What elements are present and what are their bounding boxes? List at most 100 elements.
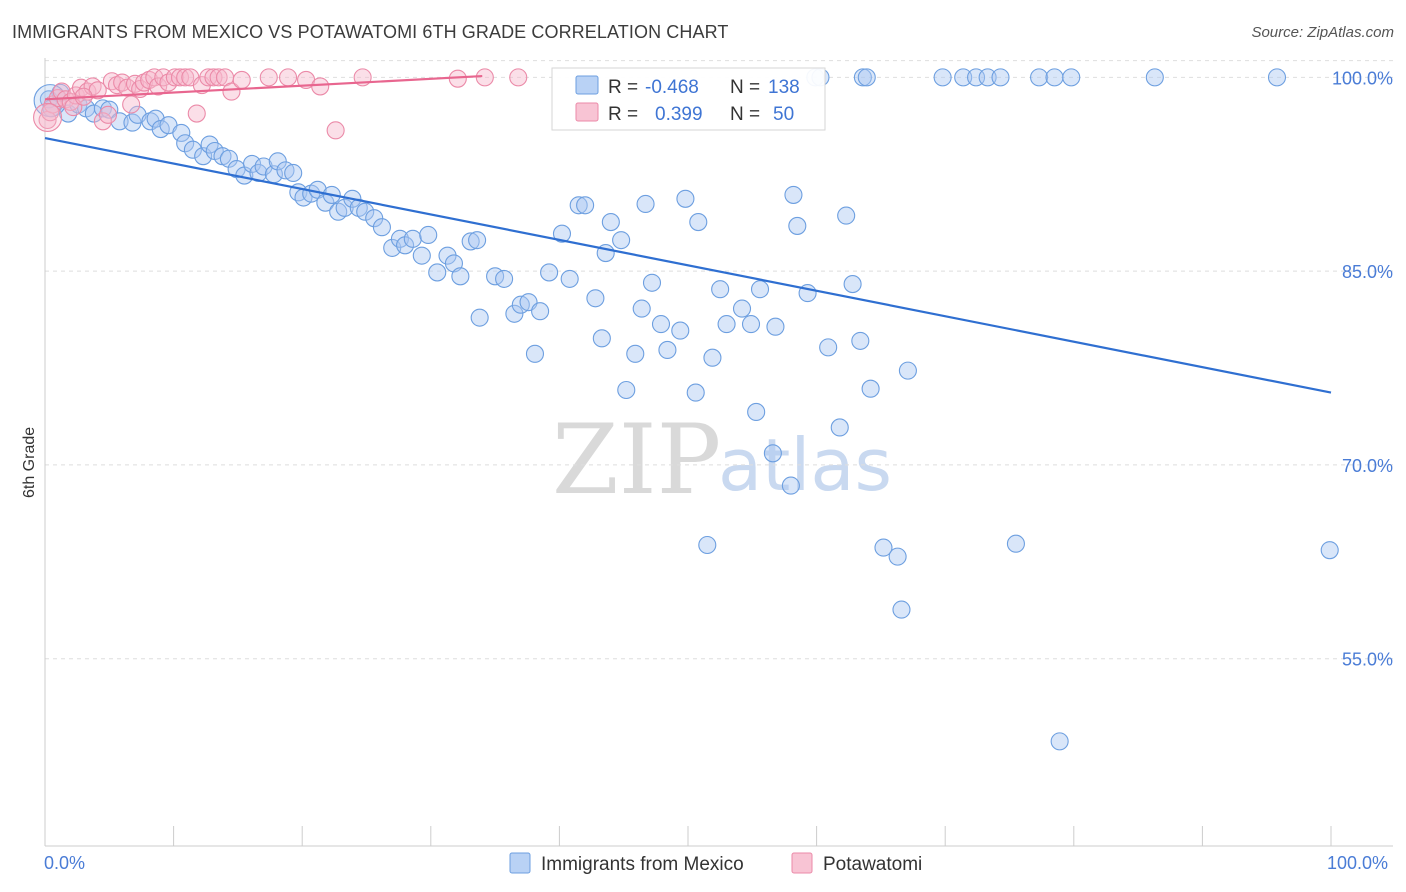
- legend-swatch-mexico: [509, 852, 531, 874]
- stats-r-label-mexico: R =: [608, 77, 638, 98]
- mexico-point-30: [268, 152, 287, 171]
- stats-n-label-mexico: N =: [730, 77, 760, 98]
- mexico-point-98: [784, 185, 803, 204]
- mexico-point-76: [617, 380, 636, 400]
- mexico-point-74: [601, 213, 620, 232]
- mexico-point-50: [412, 246, 431, 265]
- potawatomi-point-20: [134, 73, 154, 92]
- mexico-point-69: [569, 196, 588, 215]
- mexico-point-119: [991, 68, 1010, 87]
- mexico-point-12: [141, 112, 160, 131]
- mexico-point-113: [892, 600, 911, 619]
- mexico-point-84: [676, 189, 695, 208]
- mexico-point-110: [861, 379, 880, 398]
- mexico-point-58: [470, 308, 489, 327]
- mexico-point-112: [888, 547, 907, 566]
- mexico-point-87: [698, 535, 717, 555]
- mexico-point-85: [686, 383, 705, 402]
- mexico-point-83: [671, 321, 690, 340]
- mexico-point-103: [819, 338, 838, 357]
- y-axis-tick-labels: 55.0% 70.0% 85.0% 100.0%: [1332, 68, 1393, 669]
- mexico-point-88: [703, 348, 722, 367]
- potawatomi-point-17: [122, 95, 141, 114]
- mexico-point-79: [636, 194, 655, 214]
- stats-r-value-potawatomi: 0.399: [655, 104, 703, 125]
- potawatomi-point-46: [509, 68, 528, 87]
- potawatomi-point-18: [125, 74, 145, 93]
- series-potawatomi-points: [33, 68, 528, 140]
- potawatomi-point-23: [149, 77, 168, 96]
- potawatomi-point-21: [140, 70, 159, 90]
- potawatomi-point-28: [176, 68, 195, 87]
- mexico-point-89: [711, 280, 730, 299]
- mexico-point-23: [219, 149, 238, 168]
- legend-swatch-potawatomi: [791, 852, 813, 874]
- mexico-point-19: [194, 147, 213, 166]
- mexico-point-118: [978, 68, 997, 87]
- mexico-point-92: [741, 315, 761, 334]
- mexico-point-126: [1267, 68, 1287, 87]
- mexico-point-66: [540, 263, 559, 282]
- mexico-point-71: [586, 289, 605, 308]
- mexico-point-127: [1320, 541, 1339, 560]
- mexico-point-68: [560, 269, 579, 288]
- mexico-point-120: [1006, 534, 1025, 553]
- mexico-point-18: [183, 140, 202, 159]
- mexico-point-106: [843, 275, 862, 294]
- mexico-point-121: [1030, 68, 1049, 87]
- mexico-point-111: [874, 538, 893, 557]
- mexico-point-67: [552, 224, 572, 243]
- mexico-point-93: [747, 402, 766, 422]
- potawatomi-point-42: [326, 121, 345, 140]
- mexico-point-81: [651, 315, 671, 334]
- potawatomi-point-39: [279, 68, 298, 87]
- mexico-point-125: [1145, 68, 1164, 87]
- mexico-point-124: [1062, 68, 1081, 87]
- source-credit: Source: ZipAtlas.com: [1251, 24, 1394, 41]
- mexico-point-28: [254, 157, 273, 176]
- mexico-point-70: [576, 196, 595, 215]
- potawatomi-point-27: [170, 68, 190, 87]
- mexico-point-91: [732, 299, 752, 318]
- mexico-point-97: [781, 476, 800, 495]
- mexico-point-90: [717, 315, 736, 334]
- chart-title: IMMIGRANTS FROM MEXICO VS POTAWATOMI 6TH…: [12, 22, 729, 42]
- potawatomi-point-38: [259, 68, 278, 87]
- mexico-point-105: [837, 206, 856, 225]
- mexico-point-52: [428, 263, 447, 282]
- mexico-point-95: [763, 444, 782, 463]
- stats-r-value-mexico: -0.468: [645, 77, 699, 98]
- potawatomi-point-14: [107, 76, 127, 95]
- potawatomi-point-45: [475, 68, 494, 87]
- mexico-point-123: [1050, 732, 1069, 751]
- potawatomi-point-36: [222, 82, 241, 101]
- mexico-point-96: [766, 317, 785, 336]
- mexico-point-109: [857, 68, 876, 87]
- mexico-point-55: [451, 267, 470, 286]
- potawatomi-point-37: [232, 70, 251, 90]
- mexico-point-115: [933, 68, 952, 87]
- potawatomi-point-12: [98, 105, 118, 124]
- mexico-point-80: [642, 273, 662, 292]
- potawatomi-point-34: [209, 68, 228, 87]
- stats-n-value-potawatomi: 50: [773, 104, 794, 125]
- stats-legend: R = -0.468 N = 138 R = 0.399 N = 50: [551, 67, 826, 131]
- mexico-point-94: [750, 280, 770, 299]
- mexico-point-26: [242, 154, 262, 173]
- potawatomi-cluster-marker: [33, 102, 63, 132]
- mexico-point-16: [172, 123, 191, 142]
- mexico-point-60: [495, 269, 514, 288]
- mexico-point-44: [365, 209, 384, 228]
- mexico-point-43: [356, 202, 375, 221]
- y-tick-label-70: 70.0%: [1342, 456, 1393, 476]
- trend-line-potawatomi: [44, 74, 483, 101]
- potawatomi-point-41: [311, 77, 330, 96]
- mexico-point-72: [592, 329, 611, 348]
- x-tick-label-min: 0.0%: [44, 853, 85, 873]
- potawatomi-point-26: [165, 68, 184, 87]
- mexico-point-108: [853, 68, 872, 87]
- mexico-point-86: [689, 213, 708, 232]
- mexico-point-107: [851, 331, 870, 350]
- mexico-point-32: [284, 163, 303, 183]
